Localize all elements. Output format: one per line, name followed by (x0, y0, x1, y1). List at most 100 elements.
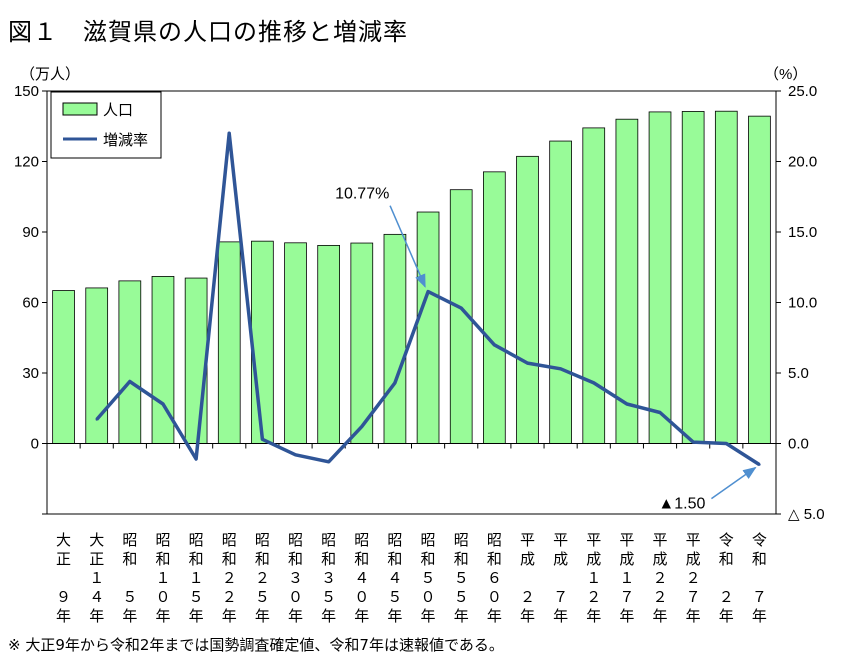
line-point (228, 132, 231, 135)
category-label-char: 和 (454, 550, 469, 568)
annotation-latest-label: ▲1.50 (658, 496, 705, 513)
category-label-char: 成 (653, 550, 668, 568)
bar-population (582, 127, 606, 444)
bar-population (549, 140, 572, 444)
category-label-char: 年 (222, 607, 237, 625)
category-label-char: ５ (454, 569, 469, 587)
left-tick-label: 0 (31, 436, 39, 453)
category-label-char: 和 (155, 550, 170, 568)
bar-population (217, 241, 241, 444)
category-label-char: 和 (421, 550, 436, 568)
left-tick-label: 150 (14, 83, 39, 100)
category-label-char: ２ (520, 588, 535, 606)
category-label-char: ７ (686, 588, 701, 606)
category-label-char: 年 (619, 607, 634, 625)
category-label-char: 和 (189, 550, 204, 568)
category-label-char: 年 (487, 607, 502, 625)
line-point (360, 425, 363, 428)
category-label-char: 令 (719, 531, 734, 549)
line-point (658, 411, 662, 414)
bar-population (714, 110, 738, 444)
category-label-char: ７ (553, 588, 568, 606)
category-label-char: ５ (454, 588, 469, 606)
category-label-char: ５ (321, 588, 336, 606)
category-label-char: ２ (686, 569, 701, 587)
category-label-char: ７ (619, 588, 634, 606)
category-label-char: 和 (354, 550, 369, 568)
legend-swatch-population (62, 102, 98, 116)
category-label-char: 成 (586, 550, 601, 568)
category-label-char: 昭 (155, 531, 170, 549)
line-point (493, 343, 496, 346)
category-label-char: 年 (520, 607, 535, 625)
right-tick-label: 25.0 (788, 83, 817, 100)
category-label-char: 成 (520, 550, 535, 568)
category-label-char: 年 (719, 607, 734, 625)
line-point (460, 306, 463, 310)
footnote: ※ 大正9年から令和2年までは国勢調査確定値、令和7年は速報値である。 (8, 636, 504, 654)
left-tick-label: 90 (22, 224, 39, 241)
category-label-char: 昭 (255, 531, 270, 549)
category-label-char: 昭 (454, 531, 469, 549)
category-label-char: 年 (122, 607, 137, 625)
right-axis-unit: （%） (764, 66, 807, 83)
category-label-char: ２ (255, 569, 270, 587)
category-label-char: 年 (586, 607, 601, 625)
category-label-char: ２ (653, 588, 668, 606)
category-label-char: ５ (189, 588, 204, 606)
category-label-char: 和 (719, 550, 734, 568)
left-tick-label: 60 (22, 295, 39, 312)
line-point (294, 453, 297, 456)
category-label: 昭和 ５年 (122, 531, 137, 625)
right-tick-label: 20.0 (788, 154, 817, 171)
category-label-char: 和 (752, 550, 767, 568)
category-label-char: 平 (686, 531, 701, 549)
category-label-char: 年 (288, 607, 303, 625)
bar-population (681, 111, 705, 444)
category-label-char: 和 (387, 550, 402, 568)
line-point (592, 381, 595, 385)
category-label-char: １ (619, 569, 634, 587)
category-label-char: 和 (321, 550, 336, 568)
category-label-char: ０ (288, 588, 303, 606)
category-label-char: 大 (56, 531, 71, 549)
bar-population (118, 280, 142, 444)
bar-population (648, 111, 672, 444)
category-label-char: 平 (619, 531, 634, 549)
legend-label-population: 人口 (103, 101, 133, 119)
bar-population (284, 242, 307, 444)
bar-population (184, 277, 208, 444)
category-label-char: ５ (122, 588, 137, 606)
left-tick-label: 30 (22, 365, 39, 382)
category-label: 平成 ２年 (520, 531, 535, 625)
category-label-char: 和 (222, 550, 237, 568)
category-label-char: １ (586, 569, 601, 587)
category-label-char: ３ (321, 569, 336, 587)
left-axis-unit: （万人） (20, 66, 80, 83)
line-point (393, 381, 397, 385)
annotation-peak-arrow (389, 205, 426, 288)
category-label-char: ２ (719, 588, 734, 606)
category-label-char: 成 (553, 550, 568, 568)
category-label-char: ３ (288, 569, 303, 587)
category-label-char: 和 (122, 550, 137, 568)
line-point (261, 438, 264, 441)
bar-population (317, 244, 340, 444)
category-label-char: ０ (487, 588, 502, 606)
bar-population (748, 115, 771, 444)
category-label-char: ２ (653, 569, 668, 587)
legend: 人口 増減率 (50, 91, 162, 159)
category-label-char: 年 (387, 607, 402, 625)
category-label-char: 年 (189, 607, 204, 625)
line-point (526, 361, 529, 365)
category-label-char: 年 (255, 607, 270, 625)
category-label-char: 昭 (354, 531, 369, 549)
category-label-char: ２ (222, 569, 237, 587)
